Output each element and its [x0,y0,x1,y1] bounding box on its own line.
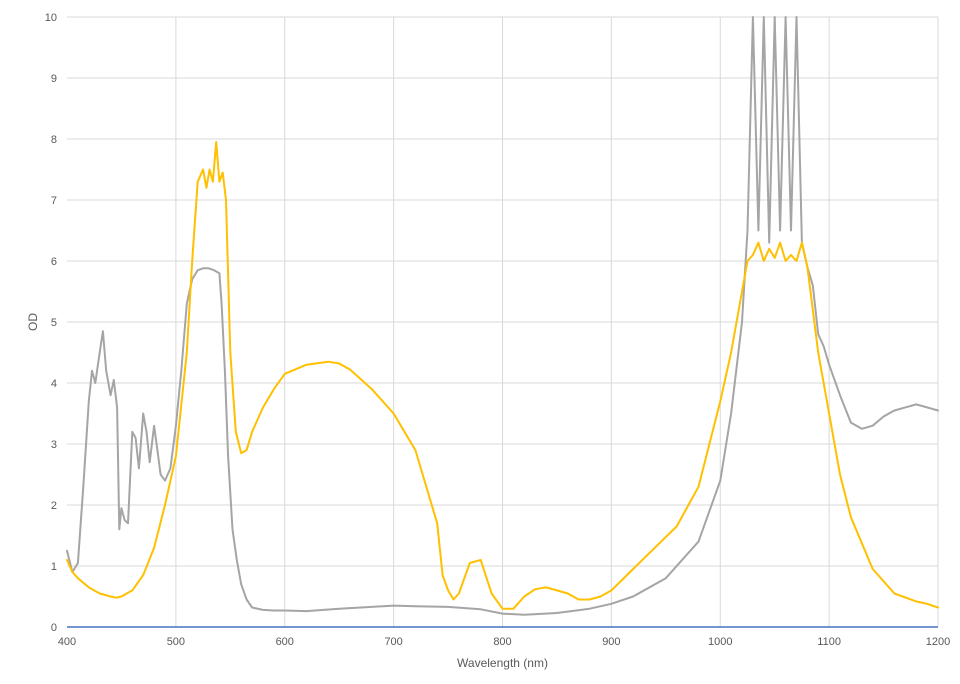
y-tick-0: 0 [51,622,57,634]
x-tick-600: 600 [276,636,294,648]
y-tick-3: 3 [51,439,57,451]
series-line-2 [66,141,939,610]
y-tick-6: 6 [51,256,57,268]
x-tick-500: 500 [167,636,185,648]
x-tick-800: 800 [493,636,511,648]
x-tick-1100: 1100 [817,636,841,648]
horizontal-gridlines [67,16,938,567]
y-tick-2: 2 [51,500,57,512]
y-tick-7: 7 [51,195,57,207]
y-tick-4: 4 [51,378,57,390]
series-line-1 [66,16,939,616]
y-tick-5: 5 [51,317,57,329]
y-axis-title: OD [26,313,40,331]
x-tick-labels: 400 500 600 700 800 900 1000 1100 1200 [58,636,950,648]
x-tick-400: 400 [58,636,76,648]
x-tick-1200: 1200 [926,636,950,648]
x-axis-title: Wavelength (nm) [457,656,548,670]
y-tick-10: 10 [45,12,57,24]
y-tick-1: 1 [51,561,57,573]
x-tick-900: 900 [602,636,620,648]
y-tick-labels: 0 1 2 3 4 5 6 7 8 9 10 [45,12,57,634]
y-tick-9: 9 [51,73,57,85]
series-layer [66,16,939,616]
y-tick-8: 8 [51,134,57,146]
x-tick-700: 700 [384,636,402,648]
x-tick-1000: 1000 [708,636,732,648]
